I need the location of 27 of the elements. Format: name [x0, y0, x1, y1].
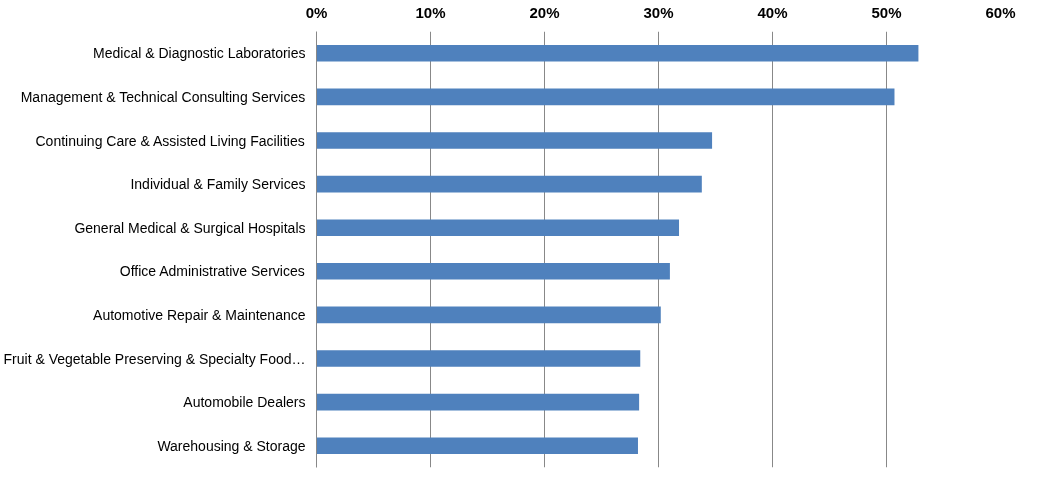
bar — [316, 306, 661, 324]
y-tick-label: Automotive Repair & Maintenance — [93, 306, 306, 323]
bar — [316, 263, 670, 280]
x-tick-label: 20% — [529, 3, 560, 21]
x-tick-label: 0% — [305, 3, 328, 21]
x-tick-label: 50% — [871, 3, 902, 21]
y-tick-label: Individual & Family Services — [130, 176, 306, 193]
y-tick-label: General Medical & Surgical Hospitals — [74, 219, 306, 236]
bar — [316, 350, 641, 367]
y-tick-label: Medical & Diagnostic Laboratories — [93, 45, 306, 62]
bar — [316, 88, 895, 106]
bar — [316, 219, 680, 236]
bar — [316, 437, 638, 454]
x-tick-label: 60% — [985, 3, 1016, 21]
y-tick-label: Warehousing & Storage — [157, 437, 306, 454]
bar — [316, 132, 713, 149]
bar — [316, 175, 702, 193]
x-tick-label: 30% — [643, 3, 674, 21]
y-tick-label: Fruit & Vegetable Preserving & Specialty Food… — [3, 350, 306, 367]
y-tick-label: Continuing Care & Assisted Living Facilities — [35, 132, 305, 149]
x-tick-label: 10% — [415, 3, 446, 21]
bar — [316, 45, 919, 62]
bar — [316, 393, 640, 411]
x-tick-label: 40% — [757, 3, 788, 21]
y-tick-label: Management & Technical Consulting Services — [20, 88, 306, 105]
y-tick-label: Automobile Dealers — [183, 394, 306, 411]
y-tick-label: Office Administrative Services — [119, 263, 305, 280]
